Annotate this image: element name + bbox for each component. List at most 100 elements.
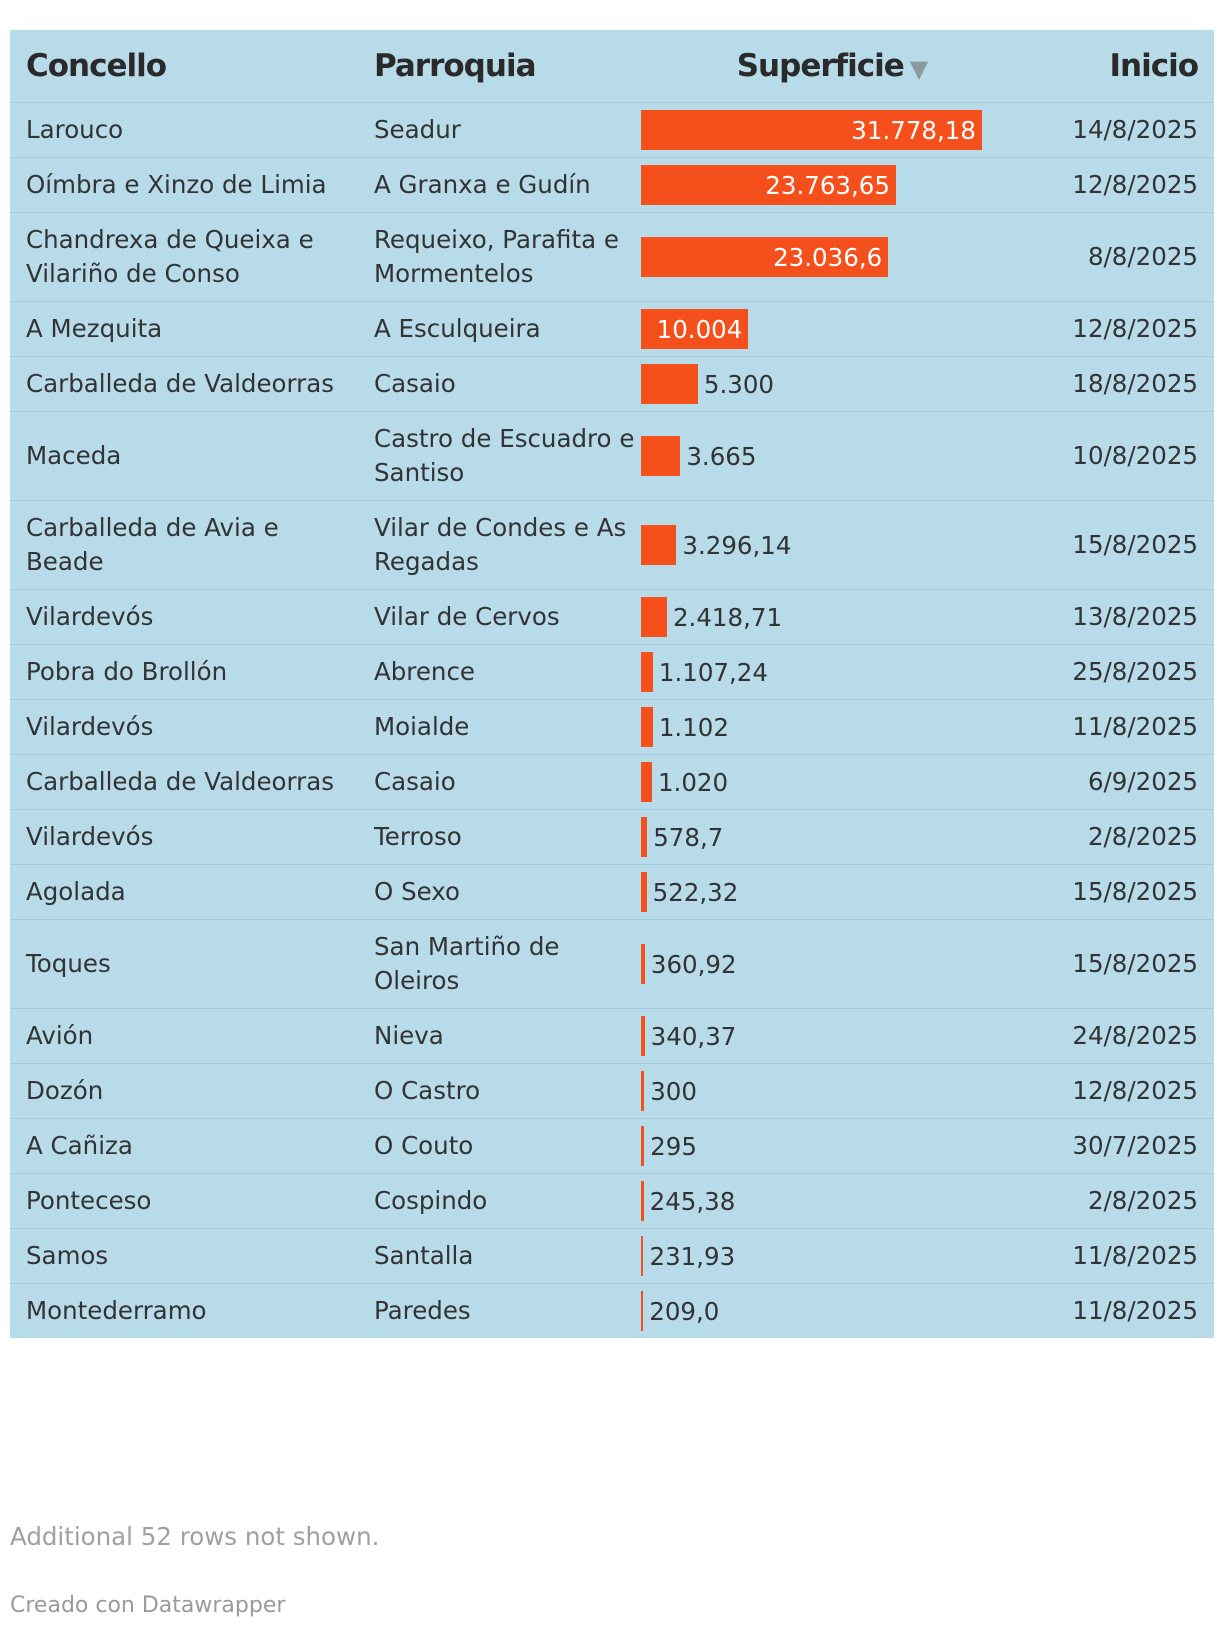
cell-superficie: 10.004 [641, 300, 1023, 356]
data-table-container: Concello Parroquia Superficie ▼ Inicio La… [10, 30, 1214, 1338]
bar-holder: 245,38 [641, 1180, 1023, 1221]
superficie-value-label: 31.778,18 [851, 115, 976, 145]
bar-holder: 3.296,14 [641, 524, 1023, 565]
cell-inicio: 11/8/2025 [1023, 1227, 1214, 1283]
cell-parroquia: O Couto [358, 1117, 641, 1173]
cell-concello: A Cañiza [10, 1117, 358, 1173]
cell-concello: Toques [10, 918, 358, 1008]
cell-inicio: 13/8/2025 [1023, 588, 1214, 644]
cell-inicio: 15/8/2025 [1023, 499, 1214, 589]
cell-inicio: 25/8/2025 [1023, 643, 1214, 699]
cell-inicio: 15/8/2025 [1023, 863, 1214, 919]
cell-inicio: 12/8/2025 [1023, 156, 1214, 212]
cell-superficie: 231,93 [641, 1227, 1023, 1283]
cell-parroquia: Nieva [358, 1007, 641, 1063]
cell-inicio: 8/8/2025 [1023, 211, 1214, 301]
bar-holder: 231,93 [641, 1235, 1023, 1276]
cell-superficie: 1.107,24 [641, 643, 1023, 699]
cell-parroquia: Paredes [358, 1282, 641, 1338]
bar-holder: 300 [641, 1070, 1023, 1111]
cell-inicio: 6/9/2025 [1023, 753, 1214, 809]
bar-holder: 2.418,71 [641, 596, 1023, 637]
bar-holder: 23.036,6 [641, 236, 1023, 277]
bar-holder: 340,37 [641, 1015, 1023, 1056]
superficie-value-label: 245,38 [649, 1186, 736, 1216]
cell-superficie: 245,38 [641, 1172, 1023, 1228]
superficie-value-label: 1.102 [658, 712, 729, 742]
cell-parroquia: Vilar de Condes e As Regadas [358, 499, 641, 589]
superficie-bar [641, 164, 896, 205]
cell-concello: Dozón [10, 1062, 358, 1118]
cell-inicio: 10/8/2025 [1023, 410, 1214, 500]
cell-parroquia: Seadur [358, 101, 641, 157]
cell-parroquia: Santalla [358, 1227, 641, 1283]
table-row: Montederramo Paredes 209,0 11/8/2025 [10, 1282, 1214, 1338]
superficie-value-label: 340,37 [650, 1021, 737, 1051]
superficie-value-label: 3.665 [686, 441, 757, 471]
cell-concello: Oímbra e Xinzo de Limia [10, 156, 358, 212]
cell-concello: Chandrexa de Queixa e Vilariño de Conso [10, 211, 358, 301]
table-row: Toques San Martiño de Oleiros 360,92 15/8/2… [10, 918, 1214, 1008]
cell-concello: Pobra do Brollón [10, 643, 358, 699]
table-row: A Mezquita A Esculqueira 10.004 12/8/2025 [10, 300, 1214, 356]
header-concello[interactable]: Concello [10, 30, 358, 102]
cell-inicio: 15/8/2025 [1023, 918, 1214, 1008]
cell-inicio: 12/8/2025 [1023, 300, 1214, 356]
cell-superficie: 5.300 [641, 355, 1023, 411]
table-row: Carballeda de Avia e Beade Vilar de Conde… [10, 499, 1214, 589]
header-inicio[interactable]: Inicio [1023, 30, 1214, 102]
sort-descending-icon[interactable]: ▼ [909, 54, 928, 83]
table-row: Vilardevós Terroso 578,7 2/8/2025 [10, 808, 1214, 864]
table-row: Agolada O Sexo 522,32 15/8/2025 [10, 863, 1214, 919]
bar-holder: 23.763,65 [641, 164, 1023, 205]
header-superficie[interactable]: Superficie ▼ [641, 30, 1023, 102]
table-row: Ponteceso Cospindo 245,38 2/8/2025 [10, 1172, 1214, 1228]
cell-superficie: 3.296,14 [641, 499, 1023, 589]
header-parroquia[interactable]: Parroquia [358, 30, 641, 102]
superficie-value-label: 360,92 [650, 949, 737, 979]
cell-inicio: 11/8/2025 [1023, 1282, 1214, 1338]
table-row: Maceda Castro de Escuadro e Santiso 3.665 1… [10, 410, 1214, 500]
cell-superficie: 3.665 [641, 410, 1023, 500]
superficie-bar [641, 1070, 645, 1111]
cell-inicio: 11/8/2025 [1023, 698, 1214, 754]
cell-inicio: 12/8/2025 [1023, 1062, 1214, 1118]
cell-parroquia: A Granxa e Gudín [358, 156, 641, 212]
superficie-value-label: 2.418,71 [672, 602, 783, 632]
cell-concello: Larouco [10, 101, 358, 157]
cell-superficie: 1.102 [641, 698, 1023, 754]
cell-concello: Carballeda de Avia e Beade [10, 499, 358, 589]
table-row: Oímbra e Xinzo de Limia A Granxa e Gudín 2… [10, 156, 1214, 212]
cell-parroquia: Cospindo [358, 1172, 641, 1228]
superficie-value-label: 209,0 [649, 1296, 720, 1326]
cell-inicio: 24/8/2025 [1023, 1007, 1214, 1063]
table-body: Larouco Seadur 31.778,18 14/8/2025 Oímbra e … [10, 101, 1214, 1338]
cell-concello: Agolada [10, 863, 358, 919]
bar-holder: 209,0 [641, 1290, 1023, 1331]
superficie-bar [641, 363, 698, 404]
cell-concello: Ponteceso [10, 1172, 358, 1228]
header-concello-label: Concello [26, 47, 167, 84]
credit-link[interactable]: Creado con Datawrapper [10, 1593, 286, 1618]
cell-concello: Avión [10, 1007, 358, 1063]
superficie-bar [641, 816, 648, 857]
cell-superficie: 209,0 [641, 1282, 1023, 1338]
cell-concello: Vilardevós [10, 698, 358, 754]
cell-superficie: 300 [641, 1062, 1023, 1118]
superficie-bar [641, 1015, 645, 1056]
cell-parroquia: San Martiño de Oleiros [358, 918, 641, 1008]
superficie-value-label: 5.300 [703, 369, 774, 399]
cell-superficie: 360,92 [641, 918, 1023, 1008]
cell-parroquia: Vilar de Cervos [358, 588, 641, 644]
data-table: Concello Parroquia Superficie ▼ Inicio La… [10, 30, 1214, 1338]
bar-holder: 10.004 [641, 308, 1023, 349]
superficie-bar [641, 943, 645, 984]
cell-parroquia: Requeixo, Parafita e Mormentelos [358, 211, 641, 301]
cell-parroquia: Castro de Escuadro e Santiso [358, 410, 641, 500]
cell-parroquia: O Castro [358, 1062, 641, 1118]
cell-superficie: 578,7 [641, 808, 1023, 864]
superficie-bar [641, 1125, 645, 1166]
superficie-bar [641, 596, 667, 637]
cell-inicio: 14/8/2025 [1023, 101, 1214, 157]
cell-parroquia: Casaio [358, 355, 641, 411]
